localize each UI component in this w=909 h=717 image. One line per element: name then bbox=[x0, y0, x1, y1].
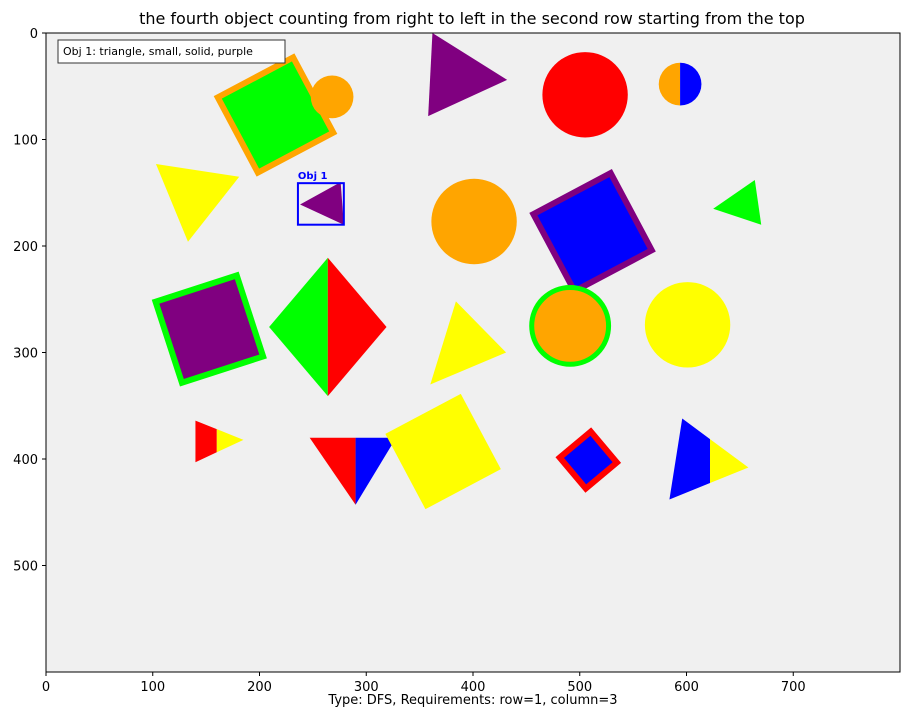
shape-12-diamond-split-left bbox=[269, 257, 328, 397]
shape-1-square bbox=[213, 53, 338, 177]
footer-text: Type: DFS, Requirements: row=1, column=3 bbox=[327, 693, 617, 708]
shape-10-triangle bbox=[713, 179, 762, 225]
legend-box bbox=[57, 39, 286, 64]
shape-6-triangle bbox=[155, 163, 240, 242]
x-tick-label: 0 bbox=[42, 680, 50, 695]
x-tick-label: 300 bbox=[354, 680, 379, 695]
shape-11-square bbox=[151, 271, 267, 387]
shape-12-diamond-split-right bbox=[327, 257, 387, 397]
y-tick-label: 100 bbox=[13, 134, 38, 149]
legend: Obj 1: triangle, small, solid, purple bbox=[57, 39, 286, 64]
shape-5-half-circle-right bbox=[680, 62, 702, 106]
shape-8-circle bbox=[431, 178, 517, 265]
y-tick-label: 0 bbox=[30, 27, 38, 42]
shape-7-triangle bbox=[300, 182, 344, 225]
legend-text: Obj 1: triangle, small, solid, purple bbox=[63, 45, 253, 58]
shape-17-triangle-split-right bbox=[355, 437, 397, 505]
y-tick-label: 500 bbox=[13, 560, 38, 575]
y-tick-label: 300 bbox=[13, 347, 38, 362]
shape-16-triangle-split-right bbox=[216, 429, 244, 453]
highlight-box bbox=[296, 182, 345, 226]
shape-20-triangle-split-right bbox=[709, 439, 749, 484]
shape-4-circle bbox=[542, 52, 628, 138]
shape-17-triangle-split-left bbox=[309, 437, 356, 505]
shape-19-square bbox=[555, 427, 622, 493]
x-tick-label: 100 bbox=[140, 680, 165, 695]
x-tick-label: 400 bbox=[461, 680, 486, 695]
highlight-layer: Obj 1 bbox=[296, 171, 345, 226]
figure-title: the fourth object counting from right to… bbox=[139, 9, 805, 28]
highlight-label: Obj 1 bbox=[298, 171, 328, 182]
y-tick-label: 400 bbox=[13, 453, 38, 468]
shape-2-circle bbox=[310, 75, 354, 119]
x-tick-label: 200 bbox=[247, 680, 272, 695]
shape-18-square bbox=[385, 393, 501, 510]
shape-20-triangle-split-left bbox=[669, 418, 710, 500]
axis-ticks: 0 100 200 300 400 500 600 700 0 100 200 300 400 500 bbox=[13, 27, 805, 695]
shape-5-half-circle-left bbox=[658, 62, 681, 106]
shape-13-triangle bbox=[430, 301, 507, 385]
x-tick-label: 600 bbox=[674, 680, 699, 695]
x-tick-label: 700 bbox=[781, 680, 806, 695]
shapes-layer bbox=[151, 33, 762, 510]
shape-14-ring bbox=[529, 284, 612, 367]
shape-3-triangle bbox=[428, 33, 508, 117]
shape-16-triangle-split-left bbox=[195, 420, 217, 463]
shape-9-square bbox=[529, 169, 656, 296]
x-tick-label: 500 bbox=[567, 680, 592, 695]
y-tick-label: 200 bbox=[13, 240, 38, 255]
shape-15-circle bbox=[644, 282, 731, 368]
